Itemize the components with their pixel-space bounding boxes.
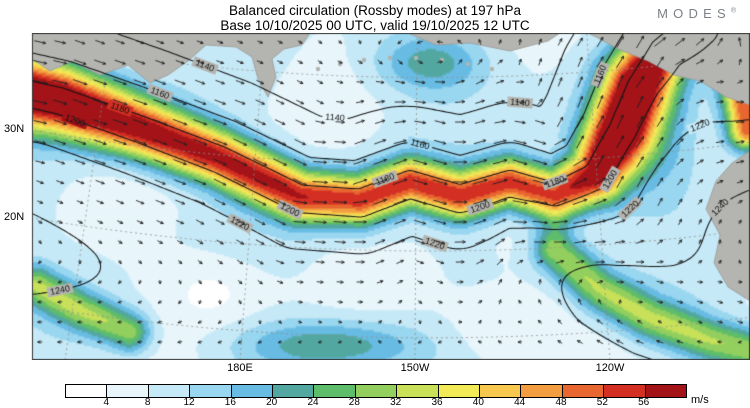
colorbar-segment (644, 385, 687, 397)
colorbar-tick-label: 12 (183, 397, 195, 408)
colorbar-tick-label: 4 (103, 397, 110, 408)
lon-label: 180E (227, 362, 253, 374)
lat-label: 20N (4, 211, 25, 223)
modes-logo-mark: ® (730, 7, 736, 15)
colorbar-segment (396, 385, 438, 397)
lat-label: 30N (4, 123, 25, 135)
chart-subtitle: Base 10/10/2025 00 UTC, valid 19/10/2025… (220, 18, 530, 33)
colorbar-tick-label: 8 (144, 397, 151, 408)
colorbar-tick-label: 32 (390, 397, 402, 408)
colorbar-tick-label: 44 (514, 397, 526, 408)
colorbar-tick-label: 20 (266, 397, 278, 408)
colorbar-segment (189, 385, 231, 397)
colorbar-segment (106, 385, 148, 397)
colorbar-segment (437, 385, 480, 397)
colorbar-segment (272, 385, 314, 397)
colorbar-tick-label: 24 (307, 397, 319, 408)
colorbar-tick-label: 56 (638, 397, 650, 408)
colorbar-segment (603, 385, 645, 397)
colorbar-tick-label: 16 (224, 397, 236, 408)
colorbar-segment (354, 385, 397, 397)
colorbar-tick-label: 28 (348, 397, 360, 408)
modes-logo-text: MODES (657, 6, 731, 21)
lon-label: 120W (595, 362, 625, 374)
colorbar-tick-label: 48 (555, 397, 567, 408)
colorbar-segment (66, 385, 107, 397)
colorbar-tick-label: 40 (472, 397, 484, 408)
colorbar-segment (561, 385, 604, 397)
map-canvas (0, 33, 750, 360)
colorbar (65, 384, 687, 398)
modes-logo: MODES® (657, 6, 736, 21)
colorbar-tick-label: 52 (596, 397, 608, 408)
colorbar-tick-label: 36 (431, 397, 443, 408)
lon-label: 150W (400, 362, 430, 374)
chart-title: Balanced circulation (Rossby modes) at 1… (229, 3, 521, 18)
colorbar-segment (479, 385, 521, 397)
colorbar-segment (147, 385, 190, 397)
colorbar-segment (230, 385, 273, 397)
colorbar-segment (313, 385, 355, 397)
colorbar-segment (520, 385, 562, 397)
colorbar-units-label: m/s (691, 394, 709, 406)
